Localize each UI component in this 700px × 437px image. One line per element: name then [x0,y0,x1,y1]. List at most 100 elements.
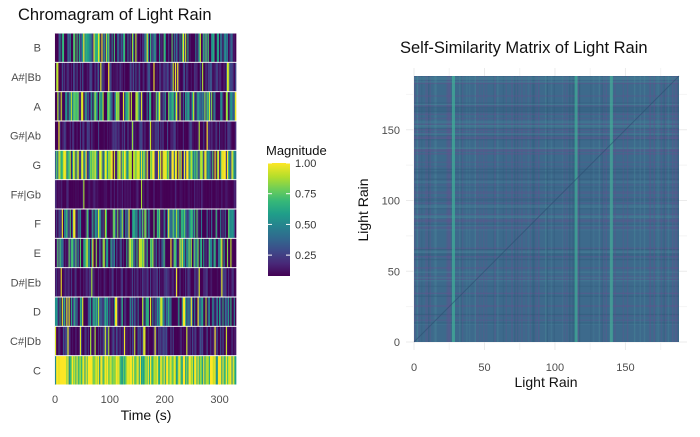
chromagram-cell [138,326,141,356]
chromagram-cell [178,180,180,209]
chromagram-cell [214,180,216,209]
ssm-column-band [660,76,663,342]
chromagram-cell [191,268,194,297]
chromagram-cell [157,150,160,180]
chromagram-cell [100,62,102,92]
chromagram-cell [198,268,201,297]
chromagram-cell [144,180,146,209]
ssm-row-band [414,123,679,125]
chromagram-cell [92,62,94,92]
chromagram-cell [151,62,153,92]
chromagram-cell [64,180,66,209]
chromagram-cell [230,297,232,326]
chromagram-cell [213,180,215,209]
chromagram-cell [217,209,220,238]
chromagram-cell [146,62,149,92]
chromagram-cell [128,326,131,356]
chromagram-cell [81,121,83,150]
chromagram-cell [62,268,65,297]
chromagram-cell [153,356,155,385]
chromagram-cell [176,180,178,209]
chromagram-cell [206,180,209,209]
chromagram-cell [143,209,145,238]
chromagram-cell [162,121,164,150]
chromagram-cell [79,150,82,180]
chromagram-cell [140,268,143,297]
chromagram-cell [92,180,94,209]
chromagram-cell [186,92,188,121]
chromagram-cell [230,150,232,180]
chromagram-cell [173,92,176,121]
chromagram-cell [173,209,176,238]
chromagram-cell [182,92,185,121]
chromagram-cell [68,121,71,150]
chromagram-cell [108,356,110,385]
chromagram-cell [129,238,132,268]
ssm-column-band [533,76,536,342]
ssm-row-band [414,184,679,186]
ssm-panel: Self-Similarity Matrix of Light Rain 0 50… [355,39,687,390]
chromagram-cell [160,33,162,62]
ssm-column-band [633,76,636,342]
chromagram-cell [124,326,126,356]
chromagram-cell [152,268,154,297]
chromagram-cell [186,180,188,209]
chromagram-cell [79,33,82,62]
chromagram-cell [155,62,158,92]
chromagram-cell [225,121,228,150]
chromagram-cell [183,121,186,150]
ssm-column-band [414,76,416,342]
chromagram-cell [214,33,216,62]
chromagram-cell [194,297,196,326]
chromagram-cell [73,297,75,326]
chromagram-cell [107,180,109,209]
chromagram-cell [165,33,168,62]
chromagram-cell [205,326,207,356]
chromagram-cell [131,209,134,238]
ssm-column-band [571,76,574,342]
chromagram-cell [170,121,172,150]
chromagram-cell [179,33,181,62]
chromagram-cell [107,121,109,150]
chromagram-cell [131,92,134,121]
chromagram-cell [111,180,114,209]
ssm-row-band [414,82,679,85]
chromagram-cell [86,33,89,62]
chromagram-cell [212,268,214,297]
chromagram-cell [102,326,104,356]
chromagram-cell [217,326,220,356]
chromagram-cell [164,33,167,62]
chromagram-cell [99,356,101,385]
chromagram-cell [229,150,231,180]
chromagram-cell [130,121,133,150]
chromagram-cell [58,33,60,62]
chromagram-cell [74,268,76,297]
chromagram-cell [234,268,237,297]
chromagram-cell [112,121,115,150]
chromagram-cell [207,180,210,209]
chromagram-cell [124,33,126,62]
chromagram-cell [137,356,140,385]
ssm-column-band [663,76,665,342]
chromagram-cell [186,356,188,385]
ssm-column-band [626,76,629,342]
ssm-column-band [649,76,651,342]
chromagram-cell [147,326,150,356]
chromagram-cell [159,238,161,268]
chromagram-cell [224,121,227,150]
chromagram-cell [195,297,197,326]
chromagram-x-axis-label: Time (s) [121,407,172,423]
chromagram-cell [91,92,93,121]
chromagram-cell [208,150,211,180]
chromagram-cell [108,121,110,150]
chromagram-cell [124,297,126,326]
chromagram-cell [114,268,117,297]
chromagram-cell [95,356,98,385]
chromagram-cell [160,326,162,356]
chromagram-cell [189,268,192,297]
chromagram-y-tick-label: A [34,101,42,113]
chromagram-cell [142,33,144,62]
chromagram-cell [77,209,80,238]
chromagram-cell [209,150,212,180]
ssm-row-band [414,253,679,255]
